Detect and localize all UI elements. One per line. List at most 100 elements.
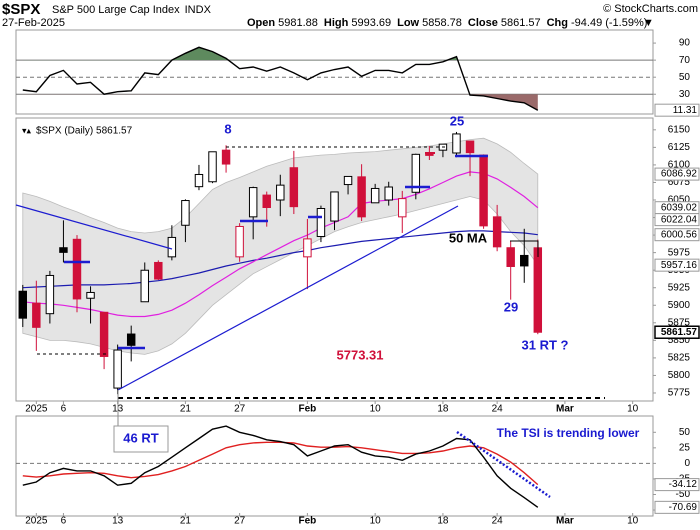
x-tick-label: 27 [234, 516, 246, 527]
value-box-label: 6022.04 [661, 214, 698, 225]
annotation: 31 RT ? [522, 337, 569, 352]
down-arrow: ▼ [643, 17, 654, 29]
y-tick-label: 6075 [668, 177, 691, 188]
y-tick-label: 0 [684, 458, 690, 469]
candle-body [262, 194, 271, 209]
y-tick-label: 5900 [668, 300, 691, 311]
y-tick-label: 5825 [668, 353, 691, 364]
y-tick-label: 5925 [668, 282, 691, 293]
x-tick-label: 10 [627, 516, 639, 527]
candle-body [72, 238, 82, 300]
value-box [654, 478, 700, 492]
candle-body [316, 208, 326, 237]
y-tick-label: 6150 [668, 124, 691, 135]
candle-body [411, 153, 421, 193]
annotation: 8 [224, 121, 231, 136]
field-label: Low [397, 17, 419, 29]
x-tick-label: 21 [180, 516, 192, 527]
candle-body [126, 333, 136, 346]
candle-body [479, 154, 488, 227]
candle-body [533, 247, 543, 333]
candle-body [248, 187, 258, 218]
rsi-frame [15, 29, 654, 115]
x-tick-label: 18 [437, 404, 449, 415]
candle-body [289, 167, 299, 208]
value-box-label: 11.31 [673, 105, 698, 116]
candle-body [330, 191, 339, 222]
x-tick-label: 21 [180, 404, 192, 415]
value-box [654, 103, 700, 117]
candle-body [154, 261, 163, 280]
moving-average [22, 230, 538, 289]
candle-body [18, 290, 28, 319]
threshold-fill [469, 94, 538, 111]
price-frame [15, 117, 654, 402]
value-box [654, 213, 700, 227]
annotation: 50 MA [449, 230, 488, 245]
y-tick-label: 5975 [668, 247, 691, 258]
tsi-trendline [456, 430, 551, 499]
legend: $SPX (Daily) 5861.57 [36, 126, 133, 137]
x-tick-label: 13 [112, 516, 124, 527]
field-value: 5861.57 [501, 17, 541, 29]
candle-body [235, 225, 244, 258]
change-pct: (-1.59%) [605, 17, 647, 29]
value-box-label: 6039.02 [661, 202, 698, 213]
x-tick-label: Feb [299, 516, 317, 527]
security-name: S&P 500 Large Cap Index INDX [52, 4, 212, 16]
x-tick-label: 24 [492, 516, 504, 527]
y-tick-label: 6125 [668, 142, 691, 153]
x-tick-label: 27 [234, 404, 246, 415]
candle-body [357, 176, 366, 218]
x-tick-label: 2025 [25, 404, 48, 415]
field-label: Chg [547, 17, 568, 29]
value-box-label: 5957.16 [661, 260, 698, 271]
value-box [654, 167, 700, 181]
field-value: 5858.78 [422, 17, 462, 29]
y-tick-label: -50 [676, 489, 691, 500]
y-tick-label: 25 [679, 442, 691, 453]
x-tick-label: 24 [492, 404, 504, 415]
x-tick-label: 18 [437, 516, 449, 527]
plot-area [16, 46, 653, 111]
candle-body [45, 274, 55, 315]
callout-box [113, 425, 169, 453]
x-tick-label: 10 [627, 404, 639, 415]
value-box-label: -34.12 [669, 479, 698, 490]
candle-body [303, 238, 312, 258]
copyright: © StockCharts.com [603, 3, 698, 15]
candle-body [465, 140, 475, 154]
candle-body [506, 247, 515, 267]
threshold-fill [22, 47, 538, 61]
symbol: $SPX [2, 1, 40, 18]
candle-body [167, 236, 177, 258]
field-value: 5993.69 [351, 17, 391, 29]
y-tick-label: 30 [679, 89, 691, 100]
field-label: High [324, 17, 349, 29]
y-tick-label: 90 [679, 38, 691, 49]
field-label: Open [247, 17, 275, 29]
candle-body [194, 173, 204, 188]
field-value: 5981.88 [278, 17, 318, 29]
x-tick-label: 10 [370, 516, 382, 527]
series-line [22, 46, 539, 111]
quote-line: Open 5981.88 High 5993.69 Low 5858.78 Close 586… [247, 17, 647, 29]
candle-body [140, 269, 149, 303]
annotation: 29 [504, 299, 518, 314]
name: S&P 500 Large Cap Index [52, 4, 180, 16]
plot-area [18, 131, 543, 395]
candle-body [384, 186, 393, 201]
candle-body [452, 133, 461, 154]
y-tick-label: 5850 [668, 335, 691, 346]
tsi-frame [15, 415, 654, 517]
candle-body [32, 302, 41, 328]
x-tick-label: Feb [299, 404, 317, 415]
value-box [654, 228, 700, 242]
trendline [15, 204, 173, 250]
y-tick-label: 6050 [668, 195, 691, 206]
y-tick-label: 70 [679, 55, 691, 66]
x-tick-label: Mar [556, 404, 574, 415]
field-label: Close [468, 17, 498, 29]
date: 27-Feb-2025 [2, 17, 65, 29]
value-box [654, 258, 700, 272]
